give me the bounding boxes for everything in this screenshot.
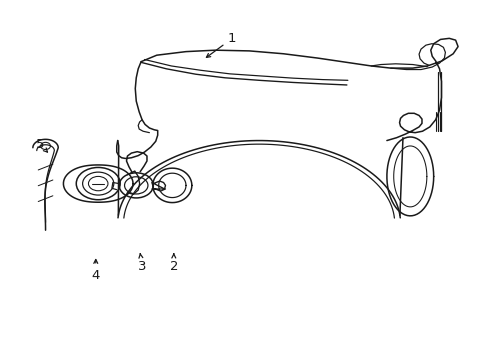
Text: 2: 2 <box>169 254 178 273</box>
Text: 1: 1 <box>206 32 236 57</box>
Text: 4: 4 <box>91 260 100 282</box>
Text: 5: 5 <box>36 138 47 152</box>
Text: 3: 3 <box>138 254 146 273</box>
